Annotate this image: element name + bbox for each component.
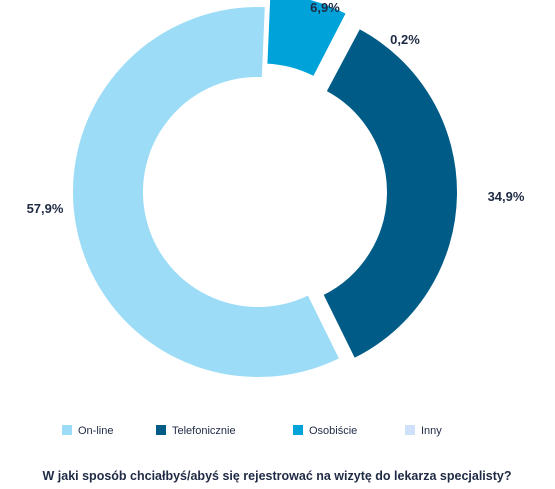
donut-slice-telefonicznie xyxy=(321,26,459,361)
chart-legend: On-line Telefonicznie Osobiście Inny xyxy=(62,425,442,437)
legend-swatch xyxy=(293,425,303,435)
legend-item-1: On-line xyxy=(62,425,113,437)
value-label-2: 34,9% xyxy=(488,189,525,204)
legend-swatch xyxy=(62,425,72,435)
value-label-3: 6,9% xyxy=(310,0,340,15)
value-label-4: 0,2% xyxy=(390,32,420,47)
donut-slice-on-line xyxy=(71,5,342,379)
legend-swatch xyxy=(156,425,166,435)
donut-slice-inny xyxy=(315,12,354,81)
value-label-1: 57,9% xyxy=(27,201,64,216)
legend-item-2: Telefonicznie xyxy=(156,425,236,437)
donut-slice-osobi-cie xyxy=(265,0,349,79)
legend-label: Telefonicznie xyxy=(172,425,236,437)
chart-value-labels: 57,9% 34,9% 6,9% 0,2% xyxy=(27,0,525,216)
legend-label: On-line xyxy=(78,425,113,437)
legend-item-4: Inny xyxy=(405,425,442,437)
legend-item-3: Osobiście xyxy=(293,425,357,437)
legend-label: Osobiście xyxy=(309,425,357,437)
chart-slices xyxy=(71,0,459,379)
legend-label: Inny xyxy=(421,425,442,437)
chart-title: W jaki sposób chciałbyś/abyś się rejestr… xyxy=(43,469,512,483)
legend-swatch xyxy=(405,425,415,435)
